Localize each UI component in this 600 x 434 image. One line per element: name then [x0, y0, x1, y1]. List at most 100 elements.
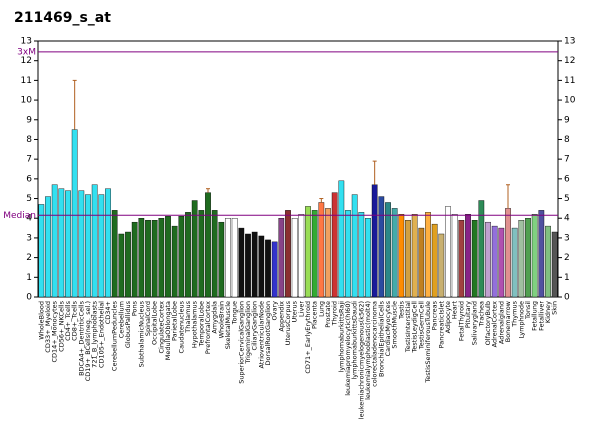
x-tick-label: WholeBrain [217, 301, 225, 338]
bar [291, 218, 298, 298]
reference-label: Median [3, 211, 36, 221]
bar [511, 227, 518, 298]
x-tick-label: Kidney [544, 301, 552, 323]
y-tick-label: 1 [26, 273, 32, 283]
y2-tick-label: 1 [564, 273, 570, 283]
x-tick-label: CD34+ [104, 301, 112, 324]
x-tick-label: Adrenalgland [497, 301, 505, 344]
y-tick-label: 3 [26, 233, 32, 243]
x-tick-label: Testis [397, 300, 405, 320]
bar [145, 219, 151, 298]
bar [205, 192, 211, 298]
x-tick-label: SubthalamicNucleus [137, 300, 145, 367]
x-tick-label: ParietalLobe [171, 301, 179, 341]
bar [238, 227, 245, 298]
bar [471, 219, 478, 298]
x-tick-label: OlfactoryBulb [484, 301, 492, 345]
bar [118, 233, 125, 298]
x-tick-label: lymphomaburkittsRaji [337, 301, 345, 373]
y-tick-label: 7 [26, 155, 32, 165]
x-tick-label: Adipocyte [444, 301, 452, 333]
y-tick-label: 6 [26, 174, 32, 184]
bar [198, 210, 205, 298]
x-tick-label: SuperiorCervicalGanglion [237, 301, 245, 384]
y-tick-label: 0 [26, 293, 32, 303]
x-tick-label: CD71+_EarlyErythroid [304, 301, 312, 374]
x-tick-label: Lung [317, 301, 325, 317]
bar [418, 227, 425, 298]
x-tick-label: leukemialymphoblastic(molt4) [364, 301, 372, 400]
x-tick-label: Appendix [277, 301, 285, 332]
bar [185, 212, 191, 298]
y2-tick-label: 7 [564, 155, 570, 165]
bar [358, 212, 365, 298]
x-tick-label: Fetallung [531, 301, 539, 331]
x-tick-label: UterusCorpus [284, 300, 292, 345]
bar [431, 223, 438, 298]
bar [485, 221, 491, 298]
bar [78, 190, 85, 298]
bar [38, 204, 45, 298]
bar [58, 188, 65, 298]
x-tick-label: TemporalLobe [197, 301, 205, 347]
y-tick-label: 2 [26, 253, 32, 263]
bar [365, 218, 371, 298]
x-tick-label: TestisInterstitial [404, 301, 412, 353]
chart-title: 211469_s_at [14, 10, 111, 26]
x-tick-label: Pituitary [464, 301, 472, 328]
bar [398, 214, 405, 298]
bar [378, 196, 385, 298]
y-tick-label: 12 [21, 56, 32, 66]
bar [445, 206, 451, 298]
bar [191, 200, 198, 298]
bar [71, 129, 78, 298]
bar [158, 218, 165, 298]
x-tick-label: OccipitalLobe [151, 301, 159, 345]
y2-tick-label: 4 [564, 214, 570, 224]
bar [345, 210, 351, 298]
bar [411, 214, 418, 298]
x-tick-label: Tongue [231, 301, 239, 325]
bar [105, 188, 111, 298]
x-tick-label: CD4+_Tcells [64, 300, 72, 340]
x-tick-label: SmoothMuscle [391, 301, 399, 349]
x-tick-label: Liver [297, 301, 305, 317]
y2-tick-label: 3 [564, 233, 570, 243]
y2-tick-label: 6 [564, 174, 570, 184]
bar [171, 225, 178, 298]
bar [551, 231, 558, 298]
bar [165, 216, 171, 298]
y2-tick-label: 10 [564, 96, 576, 106]
y2-tick-label: 9 [564, 115, 570, 125]
bar [151, 219, 158, 298]
bar [505, 208, 511, 298]
bar [258, 235, 265, 298]
x-tick-label: Caudatenucleus [177, 300, 185, 353]
x-tick-label: PrefrontalCortex [204, 301, 212, 354]
x-tick-label: TrigeminalGanglion [244, 301, 252, 365]
bar [525, 218, 531, 298]
x-tick-label: leukemiachronicmyelogenous(k562) [357, 301, 365, 419]
x-tick-label: CiliaryGanglion [251, 301, 259, 350]
bar [478, 200, 485, 298]
x-tick-label: Placenta [311, 301, 319, 329]
bar [391, 208, 398, 298]
bar [285, 210, 291, 298]
x-tick-label: BronchialEpithelialCells [377, 300, 385, 377]
x-tick-label: Salivarygland [471, 301, 479, 345]
x-tick-label: BDCA4+_DentriticCells [77, 300, 85, 376]
bar [65, 190, 71, 298]
x-tick-label: Thalamus [184, 300, 192, 333]
bar [98, 194, 105, 298]
bar [318, 202, 325, 298]
y2-tick-label: 2 [564, 253, 570, 263]
y-tick-label: 8 [26, 135, 32, 145]
y2-tick-label: 5 [564, 194, 570, 204]
x-tick-label: CingulateCortex [157, 301, 165, 354]
x-tick-label: Prostate [324, 301, 332, 328]
bar [178, 216, 185, 298]
x-tick-label: CD105+_Endothelial [97, 301, 105, 368]
bar [405, 219, 411, 298]
bar [325, 208, 331, 298]
x-tick-label: CerebellumPeduncles [111, 300, 119, 371]
